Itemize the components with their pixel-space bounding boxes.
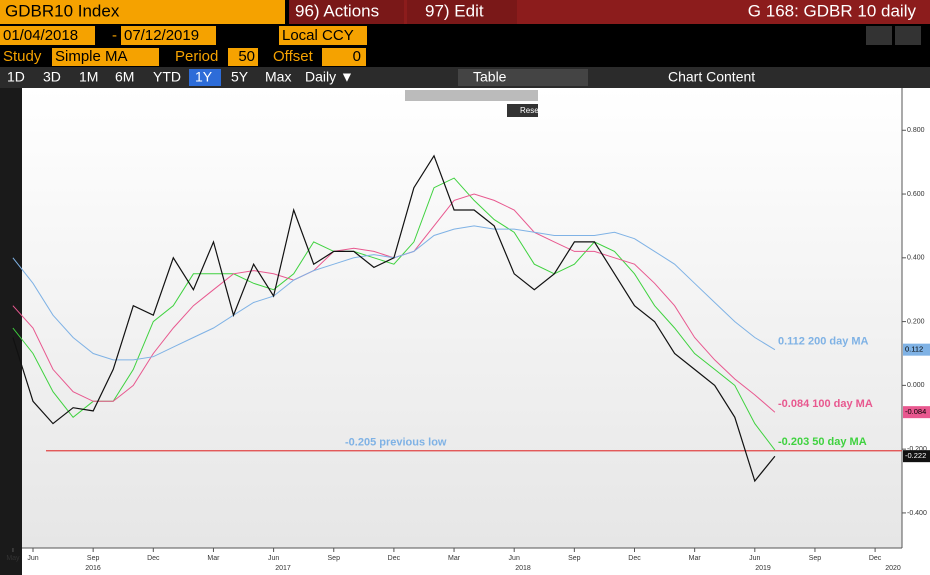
x-tick-label: Dec	[628, 555, 641, 562]
edit: 97) Edit	[425, 1, 484, 20]
tab[interactable]	[299, 69, 359, 86]
badge	[903, 406, 930, 419]
tab[interactable]	[189, 69, 221, 86]
x-tick-label: Dec	[147, 555, 160, 562]
currency-box[interactable]	[279, 26, 367, 45]
y-tick-label: 0.600	[907, 191, 925, 198]
security: GDBR10 Index	[5, 1, 120, 20]
badge	[903, 343, 930, 356]
x-tick-label: Sep	[809, 555, 822, 562]
end-date: 07/12/2019	[124, 27, 199, 44]
chart-tools[interactable]	[405, 90, 538, 101]
series-line	[12, 154, 776, 483]
end-date-box[interactable]	[121, 26, 216, 45]
security-box[interactable]	[0, 0, 285, 24]
y-tick-label: -0.400	[907, 510, 927, 517]
period: 50	[238, 48, 255, 65]
reset: Reset	[520, 106, 542, 115]
y-tick-label: 0.800	[907, 127, 925, 134]
year-label: 2018	[515, 565, 531, 572]
tab[interactable]	[225, 69, 257, 86]
x-tick-label: Mar	[207, 555, 220, 562]
annotation: -0.203 50 day MA	[778, 436, 867, 448]
tab[interactable]	[73, 69, 105, 86]
badge-label: 0.112	[905, 345, 923, 354]
tab[interactable]	[37, 69, 69, 86]
year-label: 2016	[85, 565, 101, 572]
x-tick-label: Dec	[869, 555, 882, 562]
page-title: G 168: GDBR 10 daily	[748, 1, 917, 20]
year-label: 2019	[755, 565, 771, 572]
offset-label: Offset	[273, 48, 314, 65]
tab-label: Daily ▼	[305, 69, 354, 85]
study-label: Study	[3, 48, 42, 65]
start-date: 01/04/2018	[3, 27, 78, 44]
x-tick-label: Sep	[568, 555, 581, 562]
y-tick-label: 0.400	[907, 255, 925, 262]
badge-label: -0.222	[905, 451, 926, 460]
y-tick-label: -0.200	[907, 446, 927, 453]
tab[interactable]	[147, 69, 179, 86]
edit-menu[interactable]	[407, 0, 517, 24]
tab[interactable]	[1, 69, 33, 86]
tab[interactable]	[109, 69, 141, 86]
period-label: Period	[175, 48, 218, 65]
year-label: 2020	[885, 565, 901, 572]
tab-label: Max	[265, 69, 291, 85]
period-box[interactable]	[228, 48, 258, 66]
year-label: 2017	[275, 565, 291, 572]
undo[interactable]	[866, 26, 892, 45]
separator: -	[112, 27, 117, 44]
offset-box[interactable]	[322, 48, 366, 66]
plot-area	[22, 88, 902, 548]
x-axis-area	[22, 548, 930, 575]
tab[interactable]	[259, 69, 291, 86]
badge	[903, 450, 930, 463]
left-toolbar	[0, 88, 22, 575]
x-tick-label: Jun	[268, 555, 279, 562]
annotation: -0.084 100 day MA	[778, 398, 873, 410]
x-tick-label: Mar	[689, 555, 702, 562]
chart-content[interactable]: Chart Content	[668, 69, 755, 85]
y-axis-area	[902, 88, 930, 548]
reset-button[interactable]	[507, 104, 538, 117]
series-line	[12, 177, 776, 451]
y-tick-label: 0.000	[907, 382, 925, 389]
x-tick-label: Sep	[87, 555, 100, 562]
tab-label: 1D	[7, 69, 25, 85]
x-tick-label: Jun	[509, 555, 520, 562]
actions-menu[interactable]	[289, 0, 404, 24]
x-tick-label: Sep	[328, 555, 341, 562]
x-tick-label: Mar	[448, 555, 461, 562]
badge-label: -0.084	[905, 407, 926, 416]
actions: 96) Actions	[295, 1, 379, 20]
table: Table	[473, 69, 507, 85]
x-tick-label: Jun	[27, 555, 38, 562]
reference-label: -0.205 previous low	[345, 437, 447, 449]
x-tick-label: Dec	[388, 555, 401, 562]
tab-label: 5Y	[231, 69, 249, 85]
currency: Local CCY	[282, 27, 354, 44]
tab-label: 1M	[79, 69, 98, 85]
x-tick-label: May	[6, 555, 20, 562]
study-box[interactable]	[52, 48, 159, 66]
table-button[interactable]	[458, 69, 588, 86]
start-date-box[interactable]	[0, 26, 95, 45]
tab-label: 3D	[43, 69, 61, 85]
study: Simple MA	[55, 48, 128, 65]
x-tick-label: Jun	[749, 555, 760, 562]
y-tick-label: 0.200	[907, 318, 925, 325]
tab-label: 6M	[115, 69, 134, 85]
annotation: 0.112 200 day MA	[778, 336, 869, 348]
redo[interactable]	[895, 26, 921, 45]
tab-label: YTD	[153, 69, 181, 85]
tabs: 1D 3D 1M 6M YTD 1Y 5Y Max Daily ▼	[1, 69, 359, 86]
tab-label: 1Y	[195, 69, 213, 85]
offset: 0	[353, 48, 361, 65]
